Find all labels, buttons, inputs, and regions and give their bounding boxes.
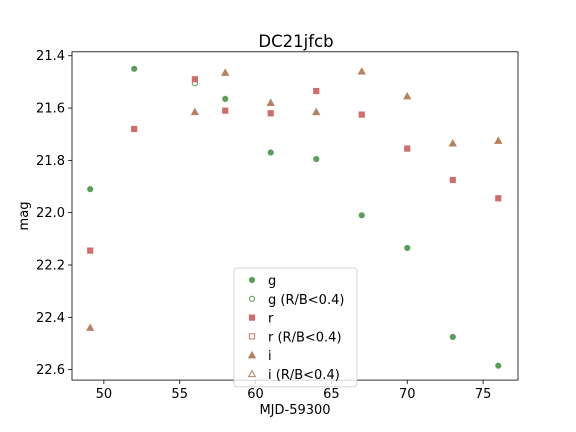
legend-label: r (R/B<0.4) [268,330,342,345]
data-point-i [312,107,321,116]
data-point-i [190,107,200,116]
legend-marker [248,333,256,340]
y-axis-ticks: 21.4 21.6 21.8 22.0 22.2 22.4 22.6 [36,49,72,378]
legend-marker [248,295,256,302]
x-tick-label: 65 [323,387,340,402]
data-points [86,65,503,369]
x-tick-label: 75 [475,387,492,402]
data-point-g [358,212,365,219]
legend-marker [248,314,256,321]
data-point-i [403,91,412,100]
data-point-r [358,111,365,118]
data-point-g [449,333,456,341]
data-point-g [495,362,502,369]
data-point-r [313,87,320,95]
data-point-i [448,139,457,147]
data-point-i [266,98,275,106]
data-point-r [495,195,502,202]
data-point-g [313,155,320,163]
data-point-g [267,149,274,156]
data-point-i [221,68,230,76]
x-tick-label: 55 [171,387,188,402]
y-tick-label: 22.2 [36,258,65,273]
x-tick-label: 60 [247,387,264,402]
legend-marker [248,276,256,284]
data-point-g [131,65,138,72]
data-point-r [131,125,138,133]
y-tick-label: 22.4 [36,311,65,326]
y-tick-label: 22.0 [36,206,65,221]
x-tick-label: 50 [96,387,113,402]
data-point-g [222,95,229,102]
data-point-i [494,136,503,144]
data-point-r [267,110,274,117]
y-tick-label: 22.6 [36,363,65,378]
chart-title: DC21jfcb [258,32,333,51]
legend-marker [247,369,257,378]
legend-marker [247,350,257,359]
data-point-r [449,176,456,184]
data-point-i [357,67,366,75]
y-axis-label: mag [17,202,32,231]
y-tick-label: 21.6 [36,102,65,117]
data-point-g [87,186,94,193]
y-tick-label: 21.8 [36,154,65,169]
x-axis-label: MJD-59300 [259,403,330,418]
data-point-i [86,323,95,331]
legend-label: g [268,274,276,289]
data-point-r [404,145,411,152]
legend-label: i (R/B<0.4) [268,368,340,383]
legend-label: i [268,349,272,364]
data-point-r [191,76,198,83]
data-point-r [87,247,94,254]
data-point-g [404,244,411,252]
legend: g g (R/B<0.4) r r (R/B<0.4) i i (R/B<0.4) [233,267,358,388]
legend-label: r [268,312,274,327]
x-tick-label: 70 [399,387,416,402]
legend-box [233,267,358,388]
y-tick-label: 21.4 [36,49,65,64]
data-point-r [222,107,229,114]
legend-label: g (R/B<0.4) [268,293,344,308]
